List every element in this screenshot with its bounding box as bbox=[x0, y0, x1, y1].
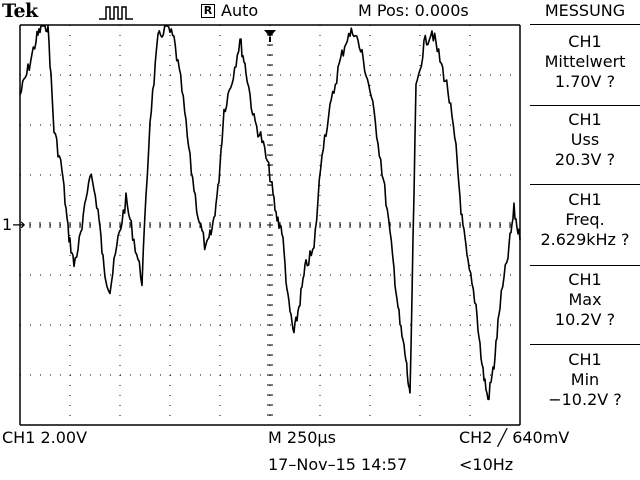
graticule-grid bbox=[19, 24, 521, 426]
measurement-menu-title: MESSUNG bbox=[544, 1, 626, 20]
measurement-channel: CH1 bbox=[568, 110, 602, 129]
measurement-value: 10.2V ? bbox=[554, 310, 616, 329]
measurement-slot-2[interactable]: CH1 Uss 20.3V ? bbox=[530, 110, 640, 170]
measurement-channel: CH1 bbox=[568, 190, 602, 209]
measurement-value: 20.3V ? bbox=[554, 150, 616, 169]
brand-logo: Tek bbox=[2, 0, 38, 22]
trigger-position-arrow-icon bbox=[264, 30, 276, 37]
trigger-frequency: <10Hz bbox=[459, 455, 514, 474]
timebase-readout: M 250µs bbox=[268, 428, 336, 447]
ch1-vertical-scale: CH1 2.00V bbox=[2, 428, 88, 447]
measurement-channel: CH1 bbox=[568, 32, 602, 51]
measurement-label: Mittelwert bbox=[544, 52, 626, 71]
measurement-slot-5[interactable]: CH1 Min −10.2V ? bbox=[530, 350, 640, 410]
horizontal-position: M Pos: 0.000s bbox=[358, 1, 469, 20]
measurement-value: 1.70V ? bbox=[554, 72, 616, 91]
measurement-label: Min bbox=[570, 370, 600, 389]
run-mode-label: Auto bbox=[221, 1, 259, 20]
run-mode-icon: R bbox=[201, 4, 215, 18]
menu-divider bbox=[530, 344, 640, 345]
measurement-channel: CH1 bbox=[568, 270, 602, 289]
menu-divider bbox=[530, 24, 640, 25]
measurement-menu: MESSUNG CH1 Mittelwert 1.70V ? CH1 Uss 2… bbox=[530, 0, 640, 426]
ch1-waveform-trace bbox=[19, 25, 521, 401]
menu-divider bbox=[530, 265, 640, 266]
ch1-ground-marker: 1→ bbox=[2, 215, 26, 234]
date-time: 17–Nov–15 14:57 bbox=[268, 455, 408, 474]
menu-divider bbox=[530, 184, 640, 185]
run-mode-status: R Auto bbox=[201, 1, 258, 21]
menu-divider bbox=[530, 105, 640, 106]
measurement-value: 2.629kHz ? bbox=[540, 230, 630, 249]
trigger-readout: CH2 ╱ 640mV bbox=[459, 428, 570, 447]
measurement-label: Uss bbox=[570, 130, 600, 149]
measurement-label: Freq. bbox=[565, 210, 605, 229]
measurement-slot-3[interactable]: CH1 Freq. 2.629kHz ? bbox=[530, 190, 640, 250]
measurement-value: −10.2V ? bbox=[548, 390, 622, 409]
measurement-slot-1[interactable]: CH1 Mittelwert 1.70V ? bbox=[530, 32, 640, 92]
measurement-slot-4[interactable]: CH1 Max 10.2V ? bbox=[530, 270, 640, 330]
pulse-icon bbox=[99, 6, 133, 20]
measurement-label: Max bbox=[568, 290, 602, 309]
measurement-channel: CH1 bbox=[568, 350, 602, 369]
